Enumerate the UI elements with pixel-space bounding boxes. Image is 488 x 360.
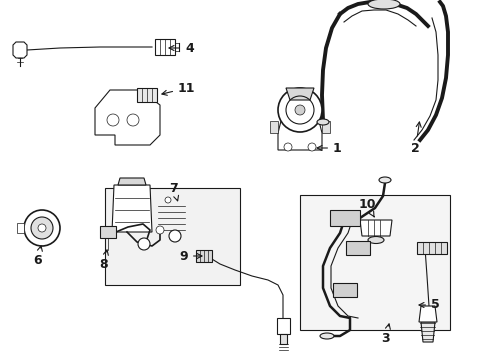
Text: 1: 1 xyxy=(316,141,341,154)
Text: 11: 11 xyxy=(162,81,195,95)
Text: 4: 4 xyxy=(169,41,193,54)
Bar xyxy=(105,188,240,285)
Polygon shape xyxy=(137,88,157,102)
Circle shape xyxy=(164,197,171,203)
Polygon shape xyxy=(329,210,359,226)
Text: 7: 7 xyxy=(169,181,178,201)
Polygon shape xyxy=(196,250,212,262)
Ellipse shape xyxy=(367,0,399,9)
Circle shape xyxy=(127,114,139,126)
Polygon shape xyxy=(269,121,278,133)
Polygon shape xyxy=(13,42,27,58)
Circle shape xyxy=(156,226,163,234)
Polygon shape xyxy=(112,185,152,232)
Polygon shape xyxy=(100,226,116,238)
Circle shape xyxy=(294,105,305,115)
Polygon shape xyxy=(278,117,321,150)
Circle shape xyxy=(31,217,53,239)
Text: 3: 3 xyxy=(381,324,389,345)
Text: 8: 8 xyxy=(99,250,108,270)
Polygon shape xyxy=(118,178,146,185)
Ellipse shape xyxy=(319,333,333,339)
Bar xyxy=(299,195,449,330)
Circle shape xyxy=(169,230,181,242)
Polygon shape xyxy=(321,121,329,133)
Circle shape xyxy=(278,88,321,132)
Ellipse shape xyxy=(316,119,328,125)
Text: 9: 9 xyxy=(179,249,202,262)
Circle shape xyxy=(24,210,60,246)
Polygon shape xyxy=(416,242,446,254)
Text: 5: 5 xyxy=(418,298,439,311)
Polygon shape xyxy=(276,318,289,334)
Polygon shape xyxy=(95,90,160,145)
Circle shape xyxy=(307,143,315,151)
Text: 2: 2 xyxy=(410,122,420,154)
Text: 6: 6 xyxy=(33,246,42,266)
Ellipse shape xyxy=(367,237,383,243)
Polygon shape xyxy=(17,223,24,233)
Circle shape xyxy=(284,143,291,151)
Circle shape xyxy=(138,238,150,250)
Polygon shape xyxy=(280,334,286,344)
Text: 10: 10 xyxy=(358,198,375,217)
Polygon shape xyxy=(285,88,313,100)
Polygon shape xyxy=(155,39,175,55)
Circle shape xyxy=(107,114,119,126)
Polygon shape xyxy=(346,241,369,255)
Ellipse shape xyxy=(378,177,390,183)
Polygon shape xyxy=(332,283,356,297)
Polygon shape xyxy=(418,306,436,322)
Polygon shape xyxy=(420,322,434,342)
Polygon shape xyxy=(359,220,391,236)
Circle shape xyxy=(38,224,46,232)
